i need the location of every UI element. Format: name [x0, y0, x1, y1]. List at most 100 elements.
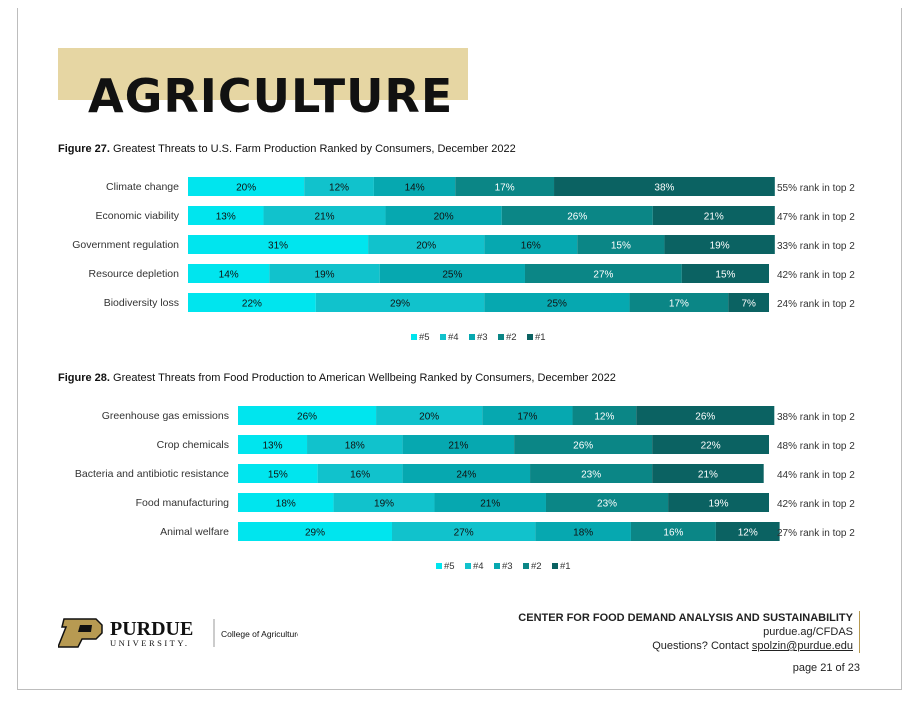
category-label: Bacteria and antibiotic resistance [75, 468, 229, 480]
bar-segment [188, 264, 270, 283]
data-label: 25% [442, 270, 462, 281]
data-label: 27% [593, 270, 613, 281]
data-label: 7% [741, 299, 756, 310]
data-label: 20% [236, 183, 256, 194]
bar-segment [238, 493, 334, 512]
legend-swatch [465, 563, 471, 569]
legend-swatch [527, 334, 533, 340]
bar-segment [664, 235, 775, 254]
top2-label: 38% rank in top 2 [777, 412, 855, 423]
bar-segment [535, 522, 631, 541]
data-label: 16% [663, 528, 683, 539]
bar-segment [545, 493, 669, 512]
data-label: 20% [416, 241, 436, 252]
data-label: 13% [263, 441, 283, 452]
legend-swatch [494, 563, 500, 569]
figure-28-number: Figure 28. [58, 372, 110, 384]
bar-segment [668, 493, 769, 512]
legend-label: #2 [531, 561, 542, 572]
data-label: 14% [219, 270, 239, 281]
footer-center-info: CENTER FOR FOOD DEMAND ANALYSIS AND SUST… [518, 611, 860, 653]
category-label: Climate change [106, 181, 179, 193]
legend-label: #1 [535, 332, 546, 343]
bar-segment [501, 206, 653, 225]
bar-segment [188, 235, 369, 254]
data-label: 38% [654, 183, 674, 194]
category-label: Greenhouse gas emissions [102, 410, 229, 422]
figure-27-caption: Greatest Threats to U.S. Farm Production… [113, 143, 516, 155]
data-label: 29% [390, 299, 410, 310]
legend-label: #4 [448, 332, 459, 343]
bar-segment [577, 235, 665, 254]
data-label: 21% [698, 470, 718, 481]
contact-line: Questions? Contact spolzin@purdue.edu [518, 639, 853, 653]
data-label: 21% [448, 441, 468, 452]
data-label: 12% [594, 412, 614, 423]
data-label: 19% [315, 270, 335, 281]
bar-segment [652, 435, 769, 454]
bar-segment [681, 264, 769, 283]
top2-label: 33% rank in top 2 [777, 241, 855, 252]
top2-label: 42% rank in top 2 [777, 270, 855, 281]
data-label: 15% [611, 241, 631, 252]
data-label: 19% [709, 499, 729, 510]
data-label: 21% [315, 212, 335, 223]
center-name: CENTER FOR FOOD DEMAND ANALYSIS AND SUST… [518, 612, 853, 624]
bar-segment [434, 493, 546, 512]
bar-segment [385, 206, 502, 225]
bar-segment [317, 464, 403, 483]
section-title: AGRICULTURE [88, 69, 454, 123]
contact-email-link[interactable]: spolzin@purdue.edu [751, 640, 853, 652]
legend-swatch [552, 563, 558, 569]
bar-segment [652, 464, 764, 483]
figure-28-caption: Greatest Threats from Food Production to… [113, 372, 616, 384]
chart-farm-threats: Climate change 20% 12% 14% 17% 38% 55% rank in… [72, 177, 855, 343]
purdue-p-icon: PURDUE UNIVERSITY. College of Agricultur… [56, 618, 302, 648]
figure-27-title: Figure 27. Greatest Threats to U.S. Farm… [58, 143, 516, 155]
bar-segment [368, 235, 485, 254]
bar-segment [530, 464, 653, 483]
data-label: 25% [547, 299, 567, 310]
legend-swatch [411, 334, 417, 340]
top2-label: 48% rank in top 2 [777, 441, 855, 452]
legend-swatch [523, 563, 529, 569]
bar-segment [379, 264, 525, 283]
data-label: 23% [597, 499, 617, 510]
category-label: Economic viability [96, 210, 180, 222]
bar-segment [238, 522, 392, 541]
bar-segment [315, 293, 485, 312]
data-label: 21% [480, 499, 500, 510]
page-number: page 21 of 23 [792, 662, 860, 674]
logo-name: PURDUE [110, 618, 193, 640]
data-label: 15% [715, 270, 735, 281]
bar-segment [269, 264, 380, 283]
data-label: 26% [695, 412, 715, 423]
bar-segment [728, 293, 769, 312]
bar-segment [188, 177, 305, 196]
data-label: 31% [268, 241, 288, 252]
bar-segment [307, 435, 403, 454]
bar-segment [629, 293, 729, 312]
bar-segment [402, 464, 531, 483]
bar-segment [482, 406, 573, 425]
data-label: 15% [268, 470, 288, 481]
bar-segment [484, 235, 578, 254]
bar-segment [304, 177, 374, 196]
data-label: 26% [567, 212, 587, 223]
bar-segment [238, 406, 377, 425]
category-label: Crop chemicals [157, 439, 229, 451]
bar-segment [524, 264, 682, 283]
bar-segment [572, 406, 637, 425]
data-label: 19% [374, 499, 394, 510]
data-label: 19% [710, 241, 730, 252]
data-label: 12% [329, 183, 349, 194]
center-url[interactable]: purdue.ag/CFDAS [763, 626, 853, 638]
legend-label: #2 [506, 332, 517, 343]
top2-label: 27% rank in top 2 [777, 528, 855, 539]
category-label: Biodiversity loss [104, 297, 179, 309]
data-label: 24% [456, 470, 476, 481]
bar-segment [652, 206, 775, 225]
data-label: 20% [419, 412, 439, 423]
top2-label: 42% rank in top 2 [777, 499, 855, 510]
bar-segment [636, 406, 775, 425]
